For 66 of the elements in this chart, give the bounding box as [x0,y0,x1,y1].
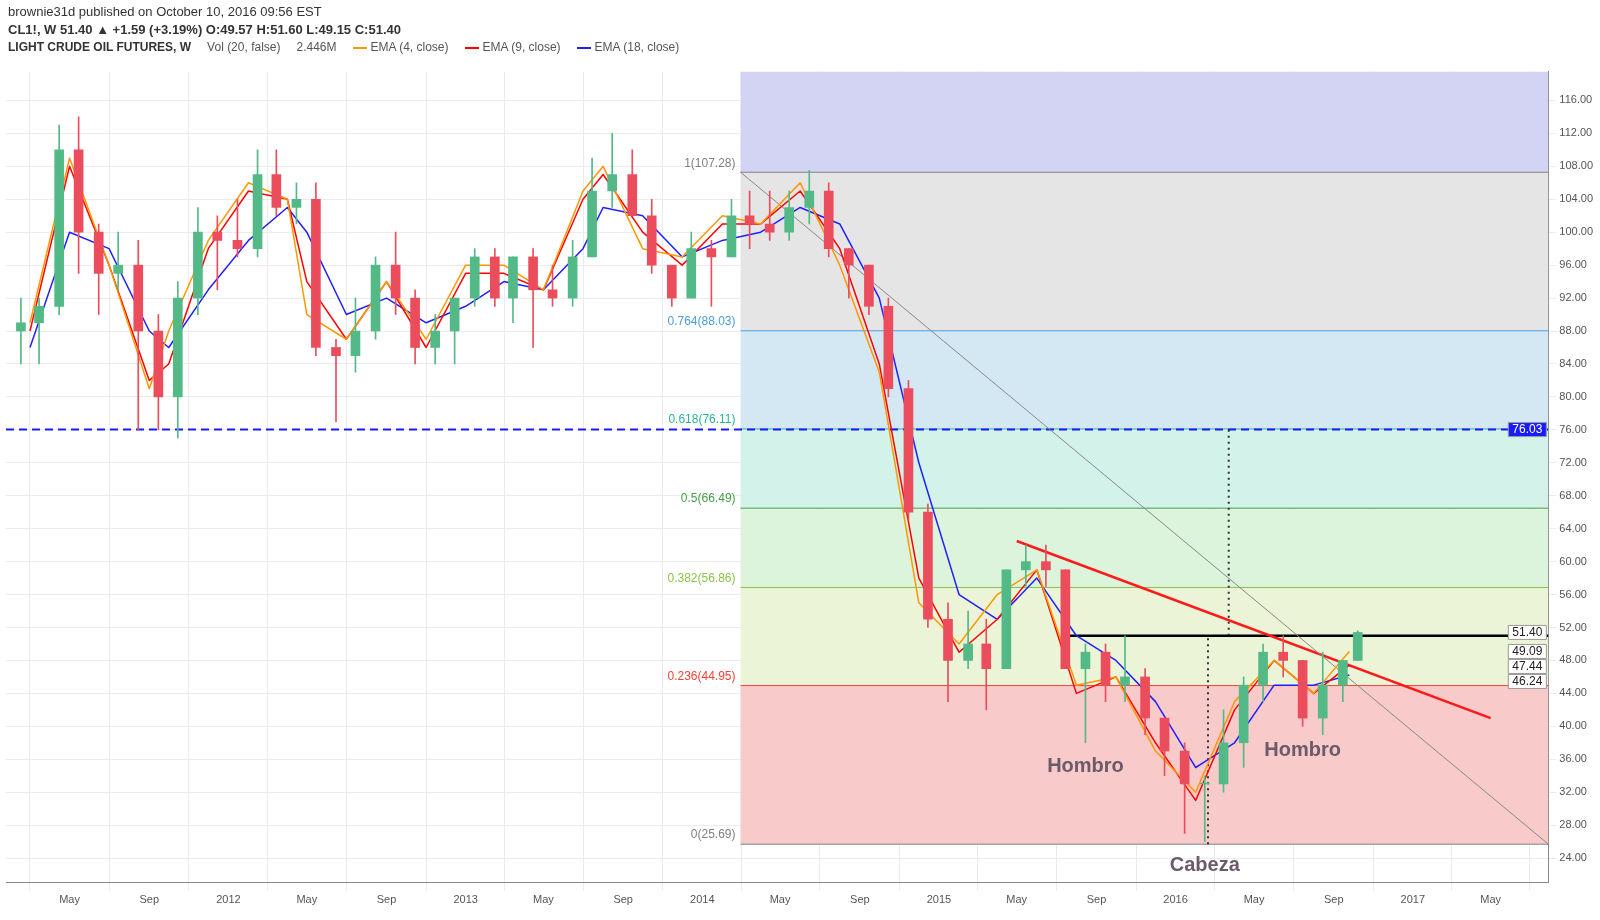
y-tick-label: 92.00 [1559,291,1587,304]
x-tick-label: May [769,893,791,906]
text: 2.446M [296,40,337,54]
annotation: Cabeza [1169,853,1241,876]
ref-line-label: 0.618(76.11) [668,412,736,427]
x-tick-label: May [1243,893,1265,906]
x-tick-label: 2014 [690,893,715,906]
x-tick-label: Sep [376,893,397,906]
y-tick-label: 32.00 [1559,785,1587,798]
y-tick-label: 44.00 [1559,686,1587,699]
x-tick-label: May [1006,893,1028,906]
x-tick-label: Sep [139,893,160,906]
annotation: Hombro [1264,737,1341,760]
y-tick-label: 72.00 [1559,455,1587,468]
ref-line-label: 0.764(88.03) [667,314,736,329]
x-tick-label: 2015 [926,893,952,906]
x-tick-label: Sep [613,893,633,906]
y-tick-label: 84.00 [1559,356,1587,369]
x-tick-label: 2013 [453,893,478,906]
y-tick-label: 64.00 [1559,521,1587,534]
ref-line-label: 0.382(56.86) [667,570,736,585]
annotation: 51.40 [1512,624,1543,639]
y-tick-label: 28.00 [1559,818,1587,831]
annotation: 47.44 [1512,658,1543,673]
y-tick-label: 96.00 [1559,258,1587,271]
legend-label: EMA (18, close) [594,40,680,54]
y-tick-label: 104.00 [1559,192,1594,205]
legend-label: EMA (9, close) [482,40,561,54]
text: brownie31d published on October 10, 2016 09:56 EST [8,4,323,21]
x-tick-label: May [533,893,555,906]
y-tick-label: 60.00 [1559,554,1587,567]
y-tick-label: 76.00 [1559,422,1587,435]
annotation: Hombro [1047,754,1124,777]
y-tick-label: 24.00 [1559,851,1587,864]
x-tick-label: Sep [1323,893,1344,906]
chart-title: LIGHT CRUDE OIL FUTURES, W [8,40,192,54]
y-tick-label: 88.00 [1559,324,1587,337]
x-tick-label: Sep [1086,893,1107,906]
ref-line-label: 1(107.28) [684,155,736,170]
ref-line-label: 0.5(66.49) [680,491,736,506]
annotation: 46.24 [1512,673,1543,688]
ref-line-label: 0.236(44.95) [667,668,736,683]
y-tick-label: 108.00 [1559,159,1594,172]
text: Vol (20, false) [207,40,281,54]
y-tick-label: 112.00 [1559,126,1593,139]
legend-label: EMA (4, close) [370,40,449,54]
y-tick-label: 48.00 [1559,653,1587,666]
x-tick-label: May [296,893,318,906]
y-tick-label: 36.00 [1559,752,1587,765]
y-tick-label: 68.00 [1559,488,1587,501]
x-tick-label: May [59,893,81,906]
ref-line-label: 0(25.69) [690,827,736,842]
y-tick-label: 80.00 [1559,389,1587,402]
x-tick-label: Sep [850,893,870,906]
text: CL1!, W 51.40 ▲ +1.59 (+3.19%) O:49.57 H:51.60 L:49.15 C:51.40 [8,22,402,39]
x-tick-label: 2017 [1400,893,1426,906]
x-tick-label: May [1480,893,1502,906]
annotation: 49.09 [1512,643,1543,658]
x-tick-label: 2016 [1163,893,1188,906]
y-tick-label: 100.00 [1559,225,1594,238]
y-tick-label: 56.00 [1559,587,1587,600]
y-tick-label: 52.00 [1559,620,1587,633]
y-tick-label: 116.00 [1559,93,1593,106]
y-tick-label: 40.00 [1559,719,1587,732]
ref-line-label: 76.03 [1512,421,1543,436]
x-tick-label: 2012 [216,893,241,906]
